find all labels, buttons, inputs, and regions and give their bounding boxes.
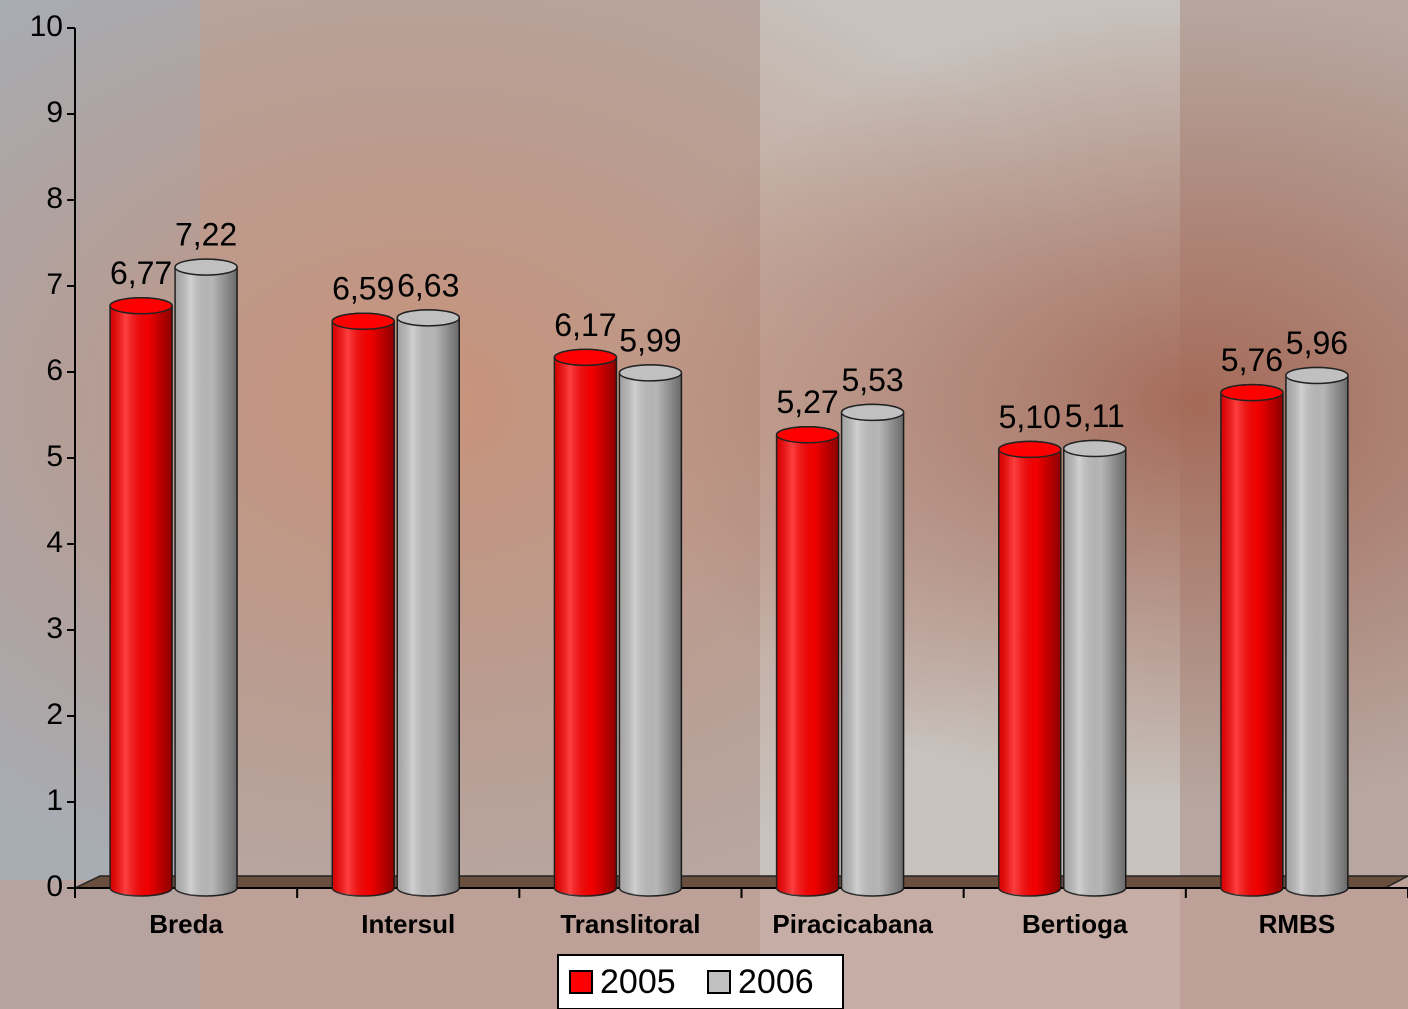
y-tick-label: 8 (46, 182, 63, 215)
value-label: 5,27 (776, 384, 838, 420)
bar-cap (840, 403, 905, 422)
bar-cap (1220, 383, 1284, 402)
value-label: 5,76 (1221, 342, 1283, 378)
x-tick-label: Breda (149, 909, 223, 939)
y-tick-label: 6 (46, 354, 63, 387)
x-tick-label: Piracicabana (772, 909, 933, 939)
value-label: 6,17 (554, 307, 616, 343)
bar-shading (1220, 384, 1283, 896)
bar-shading (1285, 367, 1348, 896)
bar-shading (110, 297, 173, 896)
legend-swatch (707, 970, 731, 994)
bar-shading (619, 364, 682, 896)
legend-label: 2005 (600, 963, 676, 1001)
value-label: 5,11 (1065, 398, 1125, 434)
bar-cap (331, 312, 395, 331)
legend-swatch (569, 970, 593, 994)
bar-shading (175, 259, 238, 897)
y-tick-label: 1 (46, 784, 63, 817)
bar-shading (397, 309, 460, 896)
bar-cap (174, 258, 238, 276)
value-label: 5,99 (619, 322, 681, 358)
bar-cap (618, 364, 683, 382)
bar-cap (553, 348, 618, 367)
value-label: 6,59 (332, 271, 394, 307)
bar-shading (1063, 440, 1126, 896)
x-tick-label: Intersul (361, 909, 455, 939)
x-tick-label: RMBS (1259, 909, 1336, 939)
y-tick-label: 10 (30, 10, 63, 43)
value-label: 5,53 (841, 362, 903, 398)
floor (74, 875, 1408, 889)
bar-cap (109, 297, 173, 315)
y-tick-label: 3 (46, 612, 63, 645)
x-tick-label: Translitoral (560, 909, 700, 939)
legend-label: 2006 (738, 963, 814, 1001)
x-tick-label: Bertioga (1022, 909, 1128, 939)
y-tick-label: 5 (46, 440, 63, 473)
y-tick-label: 4 (46, 526, 63, 559)
value-label: 5,10 (999, 399, 1061, 435)
value-label: 5,96 (1286, 325, 1348, 361)
value-label: 7,22 (175, 217, 237, 253)
plot-area (109, 258, 1349, 897)
y-tick-label: 9 (46, 96, 63, 129)
bar-shading (998, 441, 1061, 896)
y-tick-label: 7 (46, 268, 63, 301)
value-label: 6,77 (110, 255, 172, 291)
bar-cap (998, 440, 1062, 459)
bar-shading (776, 426, 839, 896)
y-tick-label: 0 (46, 870, 63, 903)
bar-shading (332, 313, 395, 896)
bar-cap (775, 426, 840, 444)
legend-box (557, 954, 844, 1009)
y-tick-label: 2 (46, 698, 63, 731)
bar-shading (841, 404, 904, 896)
value-label: 6,63 (397, 267, 459, 303)
bar-shading (554, 349, 617, 896)
bar-cap (396, 309, 460, 327)
bar-cap (1285, 366, 1349, 385)
bar-cap (1063, 439, 1127, 458)
